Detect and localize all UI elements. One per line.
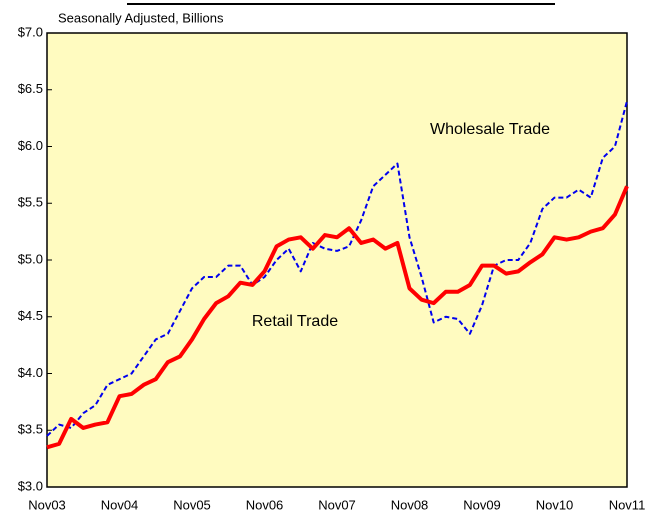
y-tick-label: $5.5: [18, 195, 43, 210]
y-tick-label: $3.0: [18, 478, 43, 493]
x-tick-label: Nov06: [246, 497, 284, 512]
plot-area: [46, 32, 628, 488]
series-label: Wholesale Trade: [430, 121, 550, 138]
x-tick-label: Nov11: [609, 497, 646, 512]
y-tick-label: $6.0: [18, 138, 43, 153]
y-tick-label: $3.5: [18, 422, 43, 437]
y-tick-label: $5.0: [18, 251, 43, 266]
x-tick-label: Nov04: [101, 497, 139, 512]
x-tick-label: Nov05: [173, 497, 211, 512]
x-tick-label: Nov09: [463, 497, 501, 512]
x-tick-label: Nov10: [536, 497, 574, 512]
series-line: [46, 100, 628, 437]
chart-subtitle: Seasonally Adjusted, Billions: [58, 10, 224, 25]
series-label: Retail Trade: [252, 313, 338, 330]
y-tick-label: $6.5: [18, 81, 43, 96]
x-tick-label: Nov03: [28, 497, 66, 512]
y-tick-label: $4.5: [18, 308, 43, 323]
y-tick-label: $7.0: [18, 24, 43, 39]
y-tick-label: $4.0: [18, 365, 43, 380]
series-line: [46, 185, 629, 450]
x-tick-label: Nov07: [318, 497, 356, 512]
x-tick-label: Nov08: [391, 497, 429, 512]
